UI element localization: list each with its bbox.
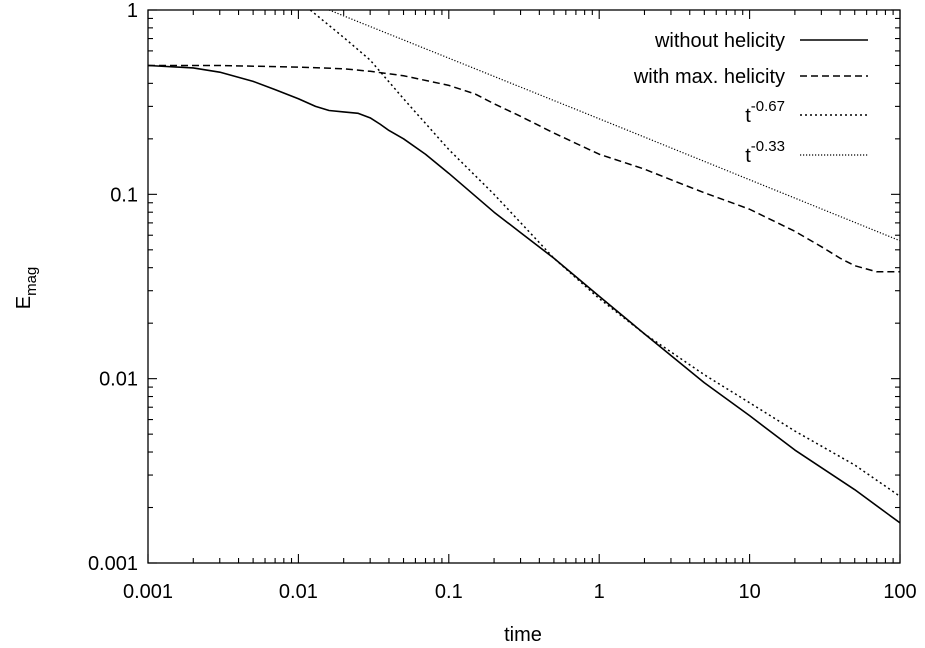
series-layer xyxy=(148,10,900,524)
plot-border xyxy=(147,9,901,564)
legend-label: t-0.67 xyxy=(745,98,785,127)
y-axis-label-main: E xyxy=(13,296,35,309)
y-tick-label: 1 xyxy=(127,0,138,22)
legend-label-base: t xyxy=(745,145,751,167)
series-line-t-0-33 xyxy=(328,10,900,242)
series-line-with-max-helicity xyxy=(148,64,900,273)
series-line-t-0-67 xyxy=(309,10,900,497)
x-axis-label: time xyxy=(504,624,542,646)
y-tick-label: 0.1 xyxy=(110,184,138,206)
axis-ticks xyxy=(147,9,901,564)
legend-label: with max. helicity xyxy=(633,66,785,88)
y-axis-label-sub: mag xyxy=(23,267,40,296)
x-tick-label: 100 xyxy=(883,581,916,603)
x-tick-label: 0.1 xyxy=(435,581,463,603)
x-tick-label: 1 xyxy=(594,581,605,603)
y-axis-label: Emag xyxy=(13,267,40,310)
plot-frame xyxy=(147,9,901,564)
y-tick-label: 0.01 xyxy=(99,369,138,391)
legend-label-exponent: -0.67 xyxy=(751,98,785,115)
x-tick-label: 10 xyxy=(738,581,760,603)
series-line-without-helicity xyxy=(148,64,900,524)
y-tick-label: 0.001 xyxy=(88,553,138,575)
x-tick-label: 0.001 xyxy=(123,581,173,603)
legend-label: t-0.33 xyxy=(745,138,785,167)
legend-label-exponent: -0.33 xyxy=(751,138,785,155)
tick-labels: 0.001 0.01 0.1 1 10 100 0.001 0.01 0.1 1 xyxy=(88,0,917,603)
legend-label: without helicity xyxy=(654,30,785,52)
legend-label-base: t xyxy=(745,105,751,127)
x-tick-label: 0.01 xyxy=(279,581,318,603)
